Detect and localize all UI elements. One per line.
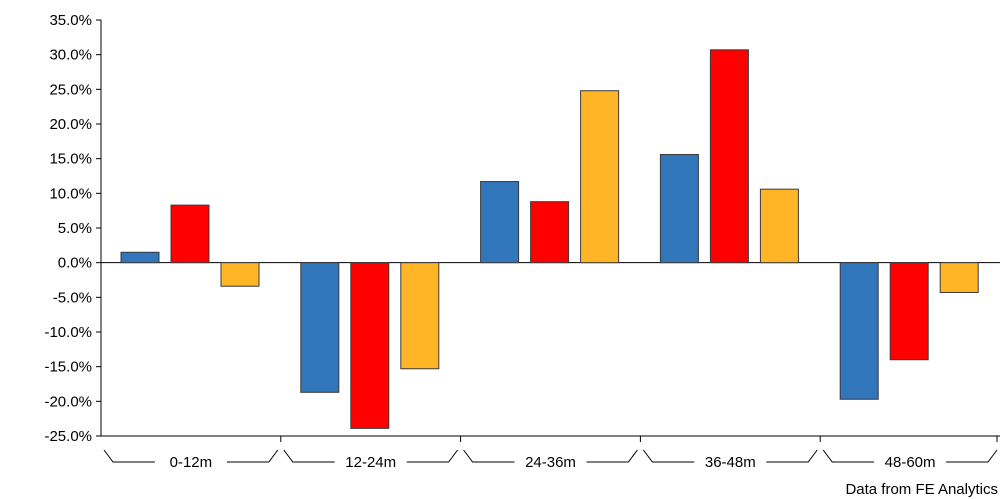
category-bracket <box>463 449 638 463</box>
y-tick-label: -25.0% <box>44 428 92 445</box>
bar <box>120 251 160 264</box>
y-tick-label: 30.0% <box>49 47 92 64</box>
y-tick-label: 15.0% <box>49 151 92 168</box>
bar <box>530 201 570 264</box>
category-label: 0-12m <box>170 454 213 471</box>
bar <box>220 262 260 287</box>
bar <box>889 262 929 361</box>
bar <box>759 188 799 264</box>
y-axis: 35.0% 30.0% 25.0% 20.0% 15.0% 10.0% 5.0% 0.0% -5… <box>44 12 102 445</box>
category-label: 36-48m <box>705 454 756 471</box>
bar <box>400 262 440 370</box>
y-tick-label: -5.0% <box>53 289 92 306</box>
y-tick-label: -20.0% <box>44 393 92 410</box>
bar <box>350 262 390 429</box>
category-bracket <box>283 449 458 463</box>
y-tick-label: -10.0% <box>44 324 92 341</box>
bars <box>101 49 1000 429</box>
source-note: Data from FE Analytics <box>845 481 998 498</box>
bar <box>580 90 620 264</box>
bar <box>659 154 699 264</box>
y-tick-label: 5.0% <box>58 220 92 237</box>
bar <box>480 181 520 264</box>
category-label: 48-60m <box>885 454 936 471</box>
bar <box>300 262 340 393</box>
y-tick-label: 35.0% <box>49 12 92 29</box>
x-axis: 0-12m 12-24m 24-36m 36-48m 48-60m <box>101 435 1000 471</box>
y-tick-label: 20.0% <box>49 116 92 133</box>
category-bracket <box>103 449 279 463</box>
bar <box>170 204 210 264</box>
category-label: 12-24m <box>345 454 396 471</box>
y-tick-label: -15.0% <box>44 359 92 376</box>
bar <box>709 49 749 264</box>
y-tick-label: 10.0% <box>49 185 92 202</box>
category-bracket <box>643 449 818 463</box>
y-tick-label: 25.0% <box>49 81 92 98</box>
bar <box>939 262 979 293</box>
category-label: 24-36m <box>525 454 576 471</box>
y-tick-label: 0.0% <box>58 255 92 272</box>
category-bracket <box>822 449 998 463</box>
bar <box>839 262 879 400</box>
